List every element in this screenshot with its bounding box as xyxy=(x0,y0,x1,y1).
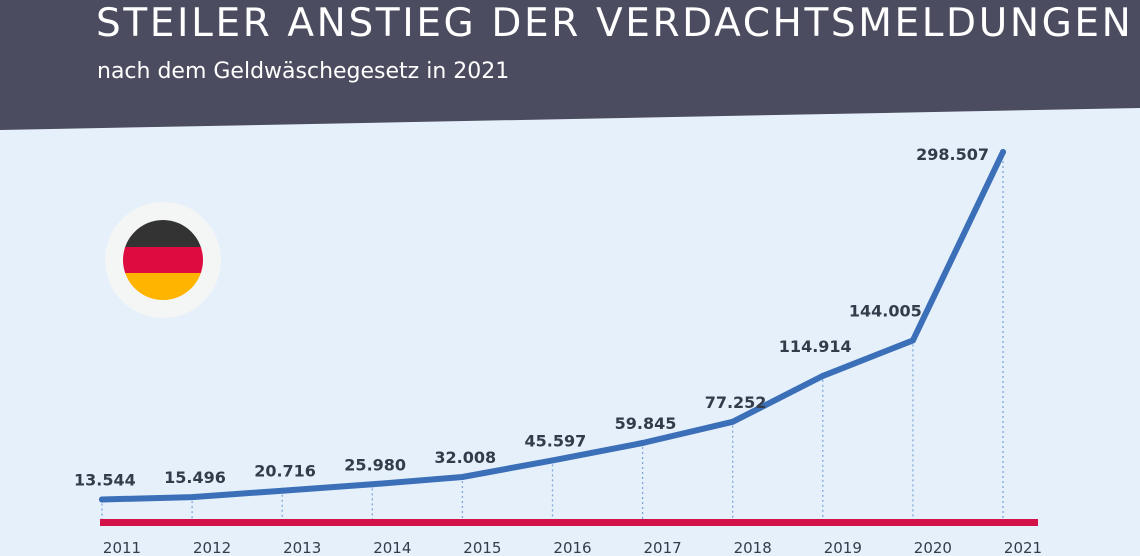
data-label-2015: 32.008 xyxy=(434,448,496,467)
data-labels: 13.544 15.496 20.716 25.980 32.008 45.597 59.8… xyxy=(74,145,989,489)
tick-label-2019: 2019 xyxy=(824,539,862,556)
tick-label-2020: 2020 xyxy=(914,539,952,556)
tick-label-2011: 2011 xyxy=(103,539,141,556)
tick-label-2016: 2016 xyxy=(553,539,591,556)
data-label-2017: 59.845 xyxy=(615,414,677,433)
tick-label-2021: 2021 xyxy=(1004,539,1042,556)
header-banner xyxy=(0,0,1140,130)
data-label-2018: 77.252 xyxy=(705,393,767,412)
data-label-2011: 13.544 xyxy=(74,470,136,489)
data-label-2016: 45.597 xyxy=(525,431,587,450)
chart-title: STEILER ANSTIEG DER VERDACHTSMELDUNGEN xyxy=(96,1,1133,46)
chart-subtitle: nach dem Geldwäschegesetz in 2021 xyxy=(97,59,509,84)
data-label-2021: 298.507 xyxy=(916,145,989,164)
tick-label-2018: 2018 xyxy=(734,539,772,556)
data-label-2012: 15.496 xyxy=(164,468,226,487)
tick-label-2012: 2012 xyxy=(193,539,231,556)
tick-label-2014: 2014 xyxy=(373,539,411,556)
data-label-2013: 20.716 xyxy=(254,462,316,481)
germany-flag-icon xyxy=(105,202,221,318)
tick-label-2015: 2015 xyxy=(463,539,501,556)
baseline xyxy=(100,519,1038,526)
tick-label-2013: 2013 xyxy=(283,539,321,556)
x-axis-tick-labels: 2011 2012 2013 2014 2015 2016 2017 2018 2019 2020… xyxy=(103,539,1042,556)
tick-label-2017: 2017 xyxy=(644,539,682,556)
data-label-2014: 25.980 xyxy=(344,455,406,474)
data-label-2020: 144.005 xyxy=(849,301,922,320)
series-line xyxy=(99,149,1006,503)
data-label-2019: 114.914 xyxy=(779,337,852,356)
